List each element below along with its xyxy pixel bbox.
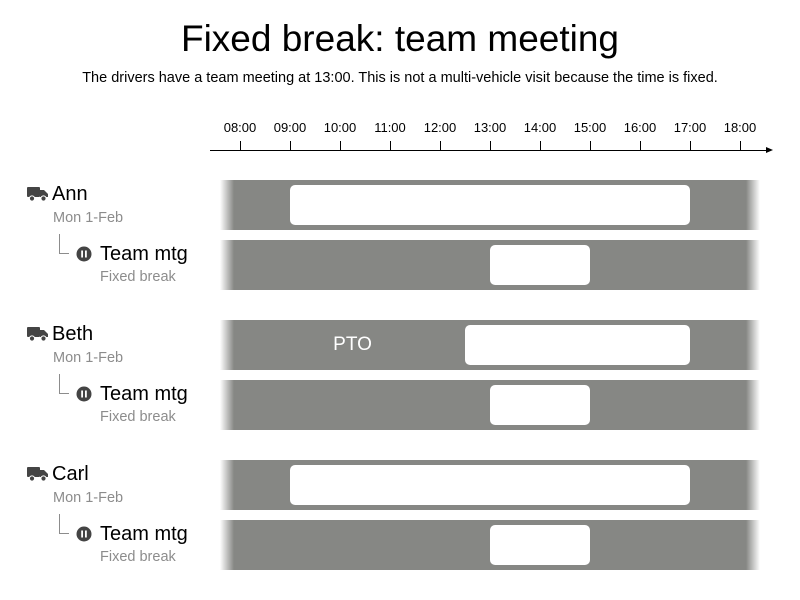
axis-tick-label: 09:00 xyxy=(273,120,307,135)
break-block[interactable] xyxy=(490,525,590,565)
axis-arrow-icon xyxy=(766,147,773,153)
axis-tick-label: 11:00 xyxy=(374,120,406,135)
driver-row: Ann Mon 1-Feb xyxy=(0,180,800,230)
axis-tick-label: 13:00 xyxy=(473,120,507,135)
axis-tick-label: 10:00 xyxy=(323,120,357,135)
driver-timeline-band xyxy=(220,180,760,230)
driver-date: Mon 1-Feb xyxy=(53,490,124,506)
driver-row: Carl Mon 1-Feb xyxy=(0,460,800,510)
pto-label: PTO xyxy=(333,334,372,355)
axis-tick-mark xyxy=(739,141,741,150)
pause-icon xyxy=(76,526,92,542)
shift-block[interactable] xyxy=(465,325,690,365)
break-timeline-band xyxy=(220,240,760,290)
break-name: Team mtg xyxy=(100,243,188,265)
time-axis: 08:00 09:00 10:00 11:00 12:00 13:00 14:00 15:00… xyxy=(0,110,800,170)
axis-tick-mark xyxy=(239,141,241,150)
driver-date: Mon 1-Feb xyxy=(53,350,124,366)
driver-timeline-band xyxy=(220,460,760,510)
break-row: Team mtg Fixed break xyxy=(0,374,800,430)
axis-tick-mark xyxy=(639,141,641,150)
axis-tick-mark xyxy=(289,141,291,150)
shift-block[interactable] xyxy=(290,185,690,225)
shift-block[interactable] xyxy=(290,465,690,505)
break-block[interactable] xyxy=(490,385,590,425)
driver-date: Mon 1-Feb xyxy=(53,210,124,226)
axis-tick-mark xyxy=(439,141,441,150)
truck-icon xyxy=(27,326,49,342)
pause-icon xyxy=(76,246,92,262)
axis-line xyxy=(210,150,768,151)
break-type: Fixed break xyxy=(100,409,176,425)
break-row: Team mtg Fixed break xyxy=(0,234,800,290)
break-timeline-band xyxy=(220,520,760,570)
axis-tick-mark xyxy=(689,141,691,150)
axis-tick-label: 17:00 xyxy=(673,120,707,135)
tree-connector xyxy=(59,374,69,394)
driver-timeline-band: PTO xyxy=(220,320,760,370)
break-type: Fixed break xyxy=(100,269,176,285)
axis-tick-mark xyxy=(589,141,591,150)
truck-icon xyxy=(27,466,49,482)
driver-name: Carl xyxy=(52,463,89,485)
driver-name: Beth xyxy=(52,323,94,345)
axis-tick-mark xyxy=(489,141,491,150)
pause-icon xyxy=(76,386,92,402)
axis-tick-mark xyxy=(339,141,341,150)
break-timeline-band xyxy=(220,380,760,430)
break-type: Fixed break xyxy=(100,549,176,565)
axis-tick-label: 12:00 xyxy=(423,120,457,135)
driver-name: Ann xyxy=(52,183,88,205)
break-name: Team mtg xyxy=(100,383,188,405)
axis-tick-label: 18:00 xyxy=(723,120,757,135)
axis-tick-mark xyxy=(389,141,391,150)
tree-connector xyxy=(59,514,69,534)
axis-tick-label: 08:00 xyxy=(223,120,257,135)
page-title: Fixed break: team meeting xyxy=(180,18,620,59)
axis-tick-label: 16:00 xyxy=(623,120,657,135)
axis-tick-label: 15:00 xyxy=(573,120,607,135)
break-block[interactable] xyxy=(490,245,590,285)
break-row: Team mtg Fixed break xyxy=(0,514,800,570)
truck-icon xyxy=(27,186,49,202)
tree-connector xyxy=(59,234,69,254)
page-subtitle: The drivers have a team meeting at 13:00… xyxy=(82,70,718,86)
axis-tick-label: 14:00 xyxy=(523,120,557,135)
break-name: Team mtg xyxy=(100,523,188,545)
axis-tick-mark xyxy=(539,141,541,150)
driver-row: Beth Mon 1-Feb PTO xyxy=(0,320,800,370)
